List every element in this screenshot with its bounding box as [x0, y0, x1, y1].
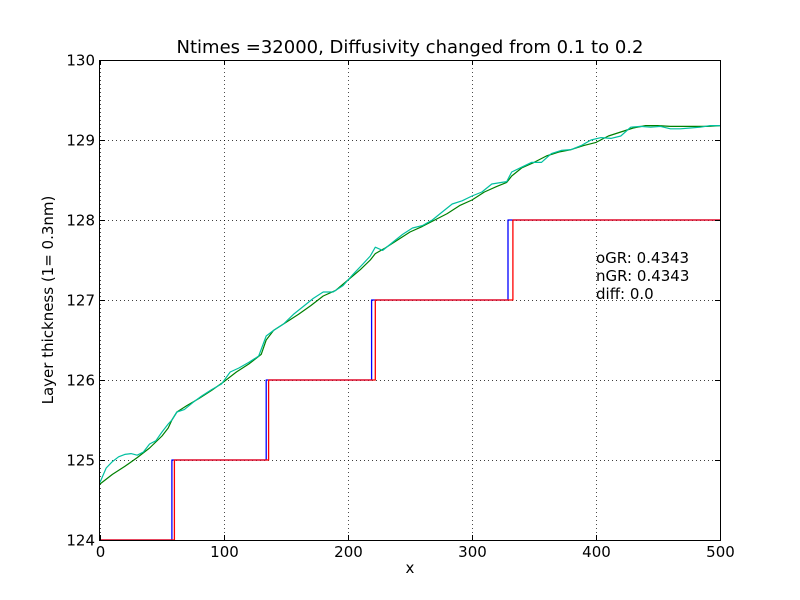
x-tick-label: 100	[210, 543, 239, 561]
y-tick-label: 129	[66, 132, 95, 150]
y-tick-label: 126	[66, 372, 95, 390]
x-tick-label: 200	[334, 543, 363, 561]
y-tick-label: 124	[66, 532, 95, 550]
y-tick-label: 127	[66, 292, 95, 310]
chart-title: Ntimes =32000, Diffusivity changed from …	[177, 37, 644, 58]
y-tick-label: 130	[66, 52, 95, 70]
red-step-series	[100, 219, 720, 541]
x-tick-label: 400	[582, 543, 611, 561]
annotation-ogr: oGR: 0.4343	[596, 249, 689, 267]
annotation-diff: diff: 0.0	[596, 285, 654, 303]
cyan-noisy-series	[99, 124, 720, 483]
x-tick-label: 500	[706, 543, 735, 561]
annotation-ngr: nGR: 0.4343	[596, 267, 689, 285]
y-tick-label: 125	[66, 452, 95, 470]
x-tick-label: 300	[458, 543, 487, 561]
y-tick-label: 128	[66, 212, 95, 230]
series-group	[99, 124, 721, 541]
tick-labels: 0 100 200 300 400 500 124 125 126 127 128 129 130	[66, 52, 734, 562]
x-axis-label: x	[406, 559, 415, 577]
ticks	[100, 60, 721, 541]
y-axis-label: Layer thickness (1= 0.3nm)	[39, 196, 57, 405]
plot-frame	[99, 60, 721, 541]
x-tick-label: 0	[96, 543, 106, 561]
growth-rate-annotation: oGR: 0.4343 nGR: 0.4343 diff: 0.0	[596, 249, 689, 303]
